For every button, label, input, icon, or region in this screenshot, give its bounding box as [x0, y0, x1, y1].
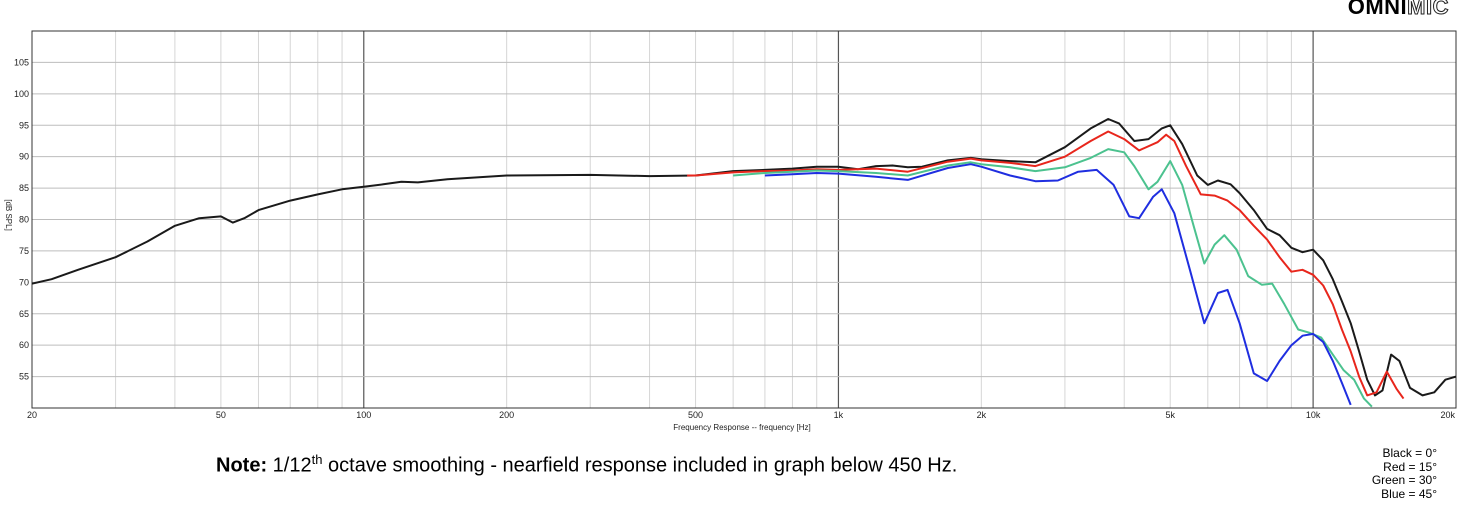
legend-entry-blue: Blue = 45° — [1381, 486, 1437, 501]
y-tick-label: 65 — [19, 309, 29, 319]
series-line-green — [733, 148, 1373, 408]
x-tick-label: 20k — [1440, 410, 1455, 420]
y-tick-label: 90 — [19, 152, 29, 162]
omnimic-logo: OMNIMIC — [1348, 0, 1449, 20]
y-tick-label: 55 — [19, 372, 29, 382]
x-tick-labels: 20 50 100 200 500 1k 2k 5k 10k 20k — [27, 410, 1456, 420]
x-axis-label: Frequency Response -- frequency [Hz] — [673, 423, 810, 432]
x-tick-label: 20 — [27, 410, 37, 420]
y-tick-label: 60 — [19, 340, 29, 350]
x-tick-label: 50 — [216, 410, 226, 420]
chart-grid — [32, 31, 1456, 408]
x-tick-label: 1k — [834, 410, 844, 420]
y-axis-label: [dB SPL] — [4, 199, 13, 231]
x-tick-label: 10k — [1306, 410, 1321, 420]
x-tick-label: 500 — [688, 410, 703, 420]
legend-entry-black: Black = 0° — [1382, 446, 1438, 460]
legend-entry-red: Red = 15° — [1383, 459, 1437, 474]
y-tick-labels: 55 60 65 70 75 80 85 90 95 100 105 — [14, 57, 29, 381]
y-tick-label: 85 — [19, 183, 29, 193]
legend-entry-green: Green = 30° — [1371, 473, 1437, 487]
note-superscript: th — [311, 452, 323, 467]
note-fraction: 1/12 — [272, 454, 312, 477]
series-line-black — [32, 118, 1456, 397]
x-tick-label: 200 — [499, 410, 514, 420]
logo-part-mic: MIC — [1407, 0, 1449, 20]
logo-part-omni: OMNI — [1347, 0, 1408, 19]
note-text: octave smoothing - nearfield response in… — [322, 454, 958, 477]
plot-frame — [31, 30, 1457, 409]
note-label: Note: — [216, 454, 268, 477]
x-tick-label: 5k — [1165, 410, 1175, 420]
chart-series — [32, 118, 1456, 408]
legend: Black = 0° Red = 15° Green = 30° Blue = … — [1371, 446, 1438, 501]
x-tick-label: 2k — [977, 410, 987, 420]
smoothing-note: Note: 1/12th octave smoothing - nearfiel… — [216, 452, 957, 478]
y-tick-label: 75 — [19, 246, 29, 256]
series-line-blue — [764, 163, 1352, 406]
y-tick-label: 100 — [14, 89, 29, 99]
y-tick-label: 70 — [19, 277, 29, 287]
frequency-response-chart: 55 60 65 70 75 80 85 90 95 100 105 20 50 100 200 500 1k… — [4, 30, 1457, 432]
y-tick-label: 95 — [19, 120, 29, 130]
series-line-red — [687, 130, 1405, 400]
y-tick-label: 105 — [14, 57, 29, 67]
x-tick-label: 100 — [356, 410, 371, 420]
y-tick-label: 80 — [19, 215, 29, 225]
